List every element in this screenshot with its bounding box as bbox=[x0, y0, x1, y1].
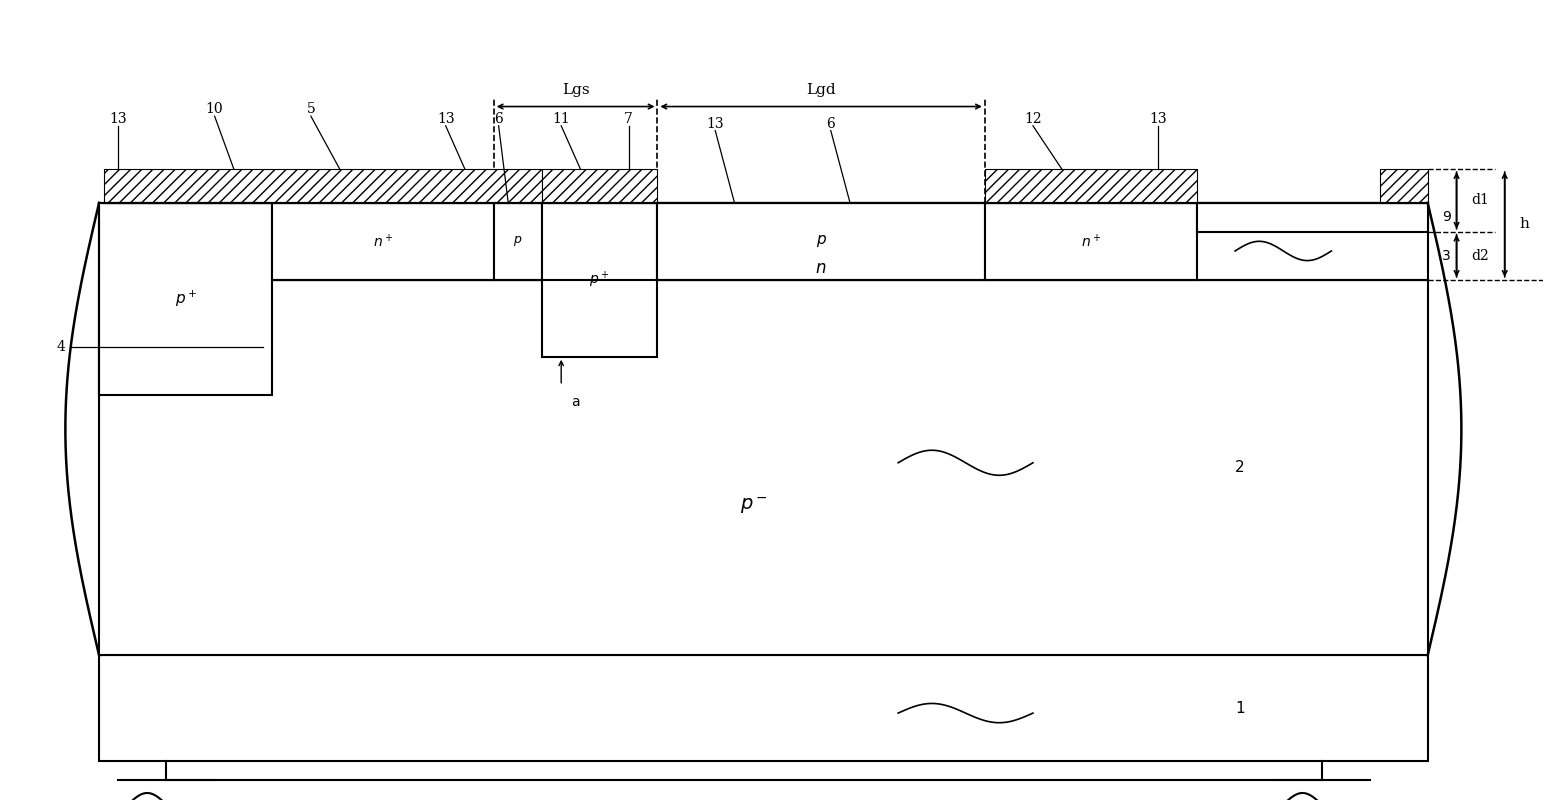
Text: h: h bbox=[1520, 217, 1529, 232]
Text: $n^+$: $n^+$ bbox=[1081, 232, 1101, 250]
Bar bbox=[543, 202, 657, 357]
Bar bbox=[985, 169, 1197, 202]
Bar bbox=[99, 655, 1427, 761]
Bar bbox=[985, 202, 1197, 279]
Text: 4: 4 bbox=[56, 340, 65, 354]
Text: 11: 11 bbox=[552, 112, 570, 126]
Text: $n^+$: $n^+$ bbox=[373, 232, 393, 250]
Bar bbox=[272, 202, 1427, 279]
Bar bbox=[99, 202, 272, 395]
Text: 10: 10 bbox=[206, 102, 224, 116]
Bar bbox=[104, 169, 543, 202]
Text: 9: 9 bbox=[1442, 211, 1452, 224]
Text: 13: 13 bbox=[438, 112, 455, 126]
Bar bbox=[272, 202, 493, 279]
Text: $p^+$: $p^+$ bbox=[175, 289, 196, 309]
Bar bbox=[657, 202, 985, 279]
Text: $p^-$: $p^-$ bbox=[739, 496, 768, 517]
Bar bbox=[493, 202, 543, 279]
Text: 7: 7 bbox=[625, 112, 632, 126]
Text: 6: 6 bbox=[495, 112, 502, 126]
Bar bbox=[1197, 202, 1427, 232]
Bar bbox=[1379, 169, 1427, 202]
Bar bbox=[99, 279, 1427, 655]
Text: 1: 1 bbox=[1235, 701, 1245, 716]
Text: Lgd: Lgd bbox=[807, 83, 836, 97]
Text: d1: d1 bbox=[1470, 194, 1489, 207]
Text: 6: 6 bbox=[827, 117, 835, 130]
Text: 13: 13 bbox=[1149, 112, 1167, 126]
Text: 2: 2 bbox=[1235, 460, 1245, 475]
Text: 5: 5 bbox=[306, 102, 315, 116]
Text: d2: d2 bbox=[1470, 249, 1489, 262]
Text: 3: 3 bbox=[1442, 249, 1450, 262]
Text: 13: 13 bbox=[110, 112, 127, 126]
Text: 13: 13 bbox=[707, 117, 724, 130]
Text: $p$: $p$ bbox=[816, 233, 827, 249]
Text: a: a bbox=[570, 395, 580, 409]
Text: 12: 12 bbox=[1023, 112, 1042, 126]
Text: $p^+$: $p^+$ bbox=[589, 270, 611, 290]
Bar bbox=[543, 169, 657, 202]
Text: Lgs: Lgs bbox=[561, 83, 589, 97]
Text: $p$: $p$ bbox=[513, 234, 523, 249]
Text: $n$: $n$ bbox=[815, 259, 827, 277]
